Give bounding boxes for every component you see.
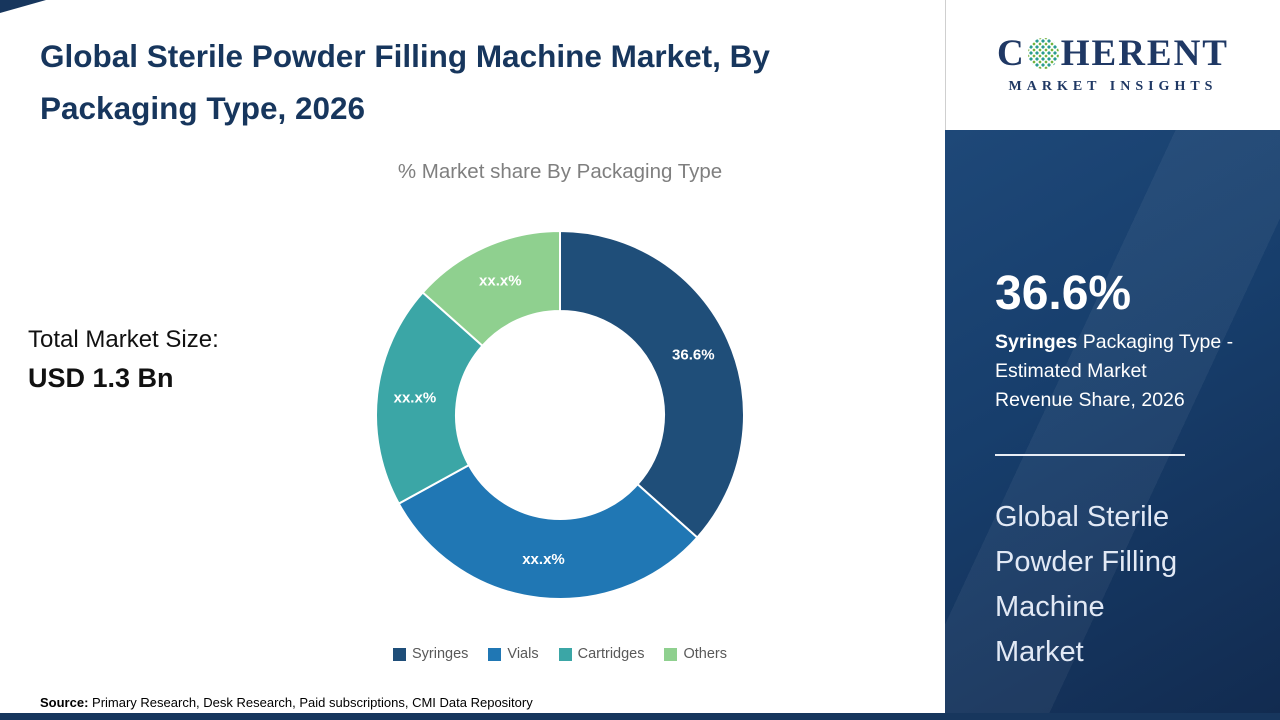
highlight-line-2: Estimated Market: [995, 360, 1147, 382]
highlight-description: Syringes Packaging Type - Estimated Mark…: [995, 328, 1235, 415]
source-label: Source:: [40, 695, 89, 710]
total-market-size: Total Market Size: USD 1.3 Bn: [28, 326, 219, 394]
source-text: Primary Research, Desk Research, Paid su…: [88, 695, 533, 710]
chart-heading: % Market share By Packaging Type: [397, 160, 723, 183]
highlight-value: 36.6%: [995, 267, 1132, 320]
dotted-globe-icon: [1027, 38, 1059, 69]
highlight-line-1: Syringes Packaging Type -: [995, 328, 1235, 357]
page-title: Global Sterile Powder Filling Machine Ma…: [40, 30, 940, 134]
page-title-line-2: Packaging Type, 2026: [40, 90, 366, 126]
legend-item-others: Others: [664, 646, 727, 662]
source-note: Source: Primary Research, Desk Research,…: [40, 695, 533, 710]
legend-swatch-vials: [488, 647, 502, 661]
total-market-value: USD 1.3 Bn: [28, 363, 174, 393]
legend-swatch-others: [664, 647, 678, 661]
logo-subtitle: MARKET INSIGHTS: [1008, 79, 1218, 94]
highlight-segment-name: Syringes: [995, 331, 1078, 353]
logo-letter-c: C: [997, 33, 1026, 74]
legend-label-syringes: Syringes: [412, 646, 469, 662]
legend-label-vials: Vials: [507, 646, 539, 662]
market-name-line-3: Machine: [995, 591, 1105, 623]
donut-segment-cartridges: [375, 291, 484, 505]
logo-letters-rest: HERENT: [1060, 33, 1229, 74]
donut-label-syringes: 36.6%: [672, 346, 715, 363]
market-name-line-1: Global Sterile: [995, 501, 1170, 533]
donut-segment-others: [421, 229, 561, 348]
market-name-line-2: Powder Filling: [995, 546, 1178, 578]
donut-chart: 36.6% xx.x% xx.x% xx.x%: [375, 229, 745, 600]
chart-legend: Syringes Vials Cartridges Others: [250, 646, 870, 662]
market-name: Global Sterile Powder Filling Machine Ma…: [995, 495, 1177, 675]
legend-item-vials: Vials: [488, 646, 539, 662]
right-panel: 36.6% Syringes Packaging Type - Estimate…: [945, 130, 1280, 713]
page-title-line-1: Global Sterile Powder Filling Machine Ma…: [40, 38, 770, 74]
legend-item-cartridges: Cartridges: [558, 646, 645, 662]
donut-label-others: xx.x%: [479, 273, 522, 290]
donut-segment-vials: [397, 463, 699, 600]
legend-swatch-syringes: [393, 647, 406, 661]
highlight-line-1-rest: Packaging Type -: [1077, 331, 1234, 353]
donut-segment-syringes: [559, 229, 745, 539]
donut-label-cartridges: xx.x%: [394, 389, 437, 406]
corner-accent: [0, 0, 46, 13]
market-name-line-4: Market: [995, 636, 1084, 668]
panel-divider: [995, 454, 1185, 456]
legend-swatch-cartridges: [558, 647, 572, 661]
donut-label-vials: xx.x%: [522, 551, 565, 568]
legend-item-syringes: Syringes: [393, 646, 468, 662]
legend-label-others: Others: [683, 646, 727, 662]
logo-wordmark: C HERENT: [997, 35, 1229, 72]
legend-label-cartridges: Cartridges: [577, 646, 645, 662]
highlight-line-3: Revenue Share, 2026: [995, 389, 1185, 411]
coherent-logo: C HERENT MARKET INSIGHTS: [945, 0, 1280, 130]
bottom-bar: [0, 713, 1280, 720]
total-market-label: Total Market Size:: [28, 326, 219, 353]
